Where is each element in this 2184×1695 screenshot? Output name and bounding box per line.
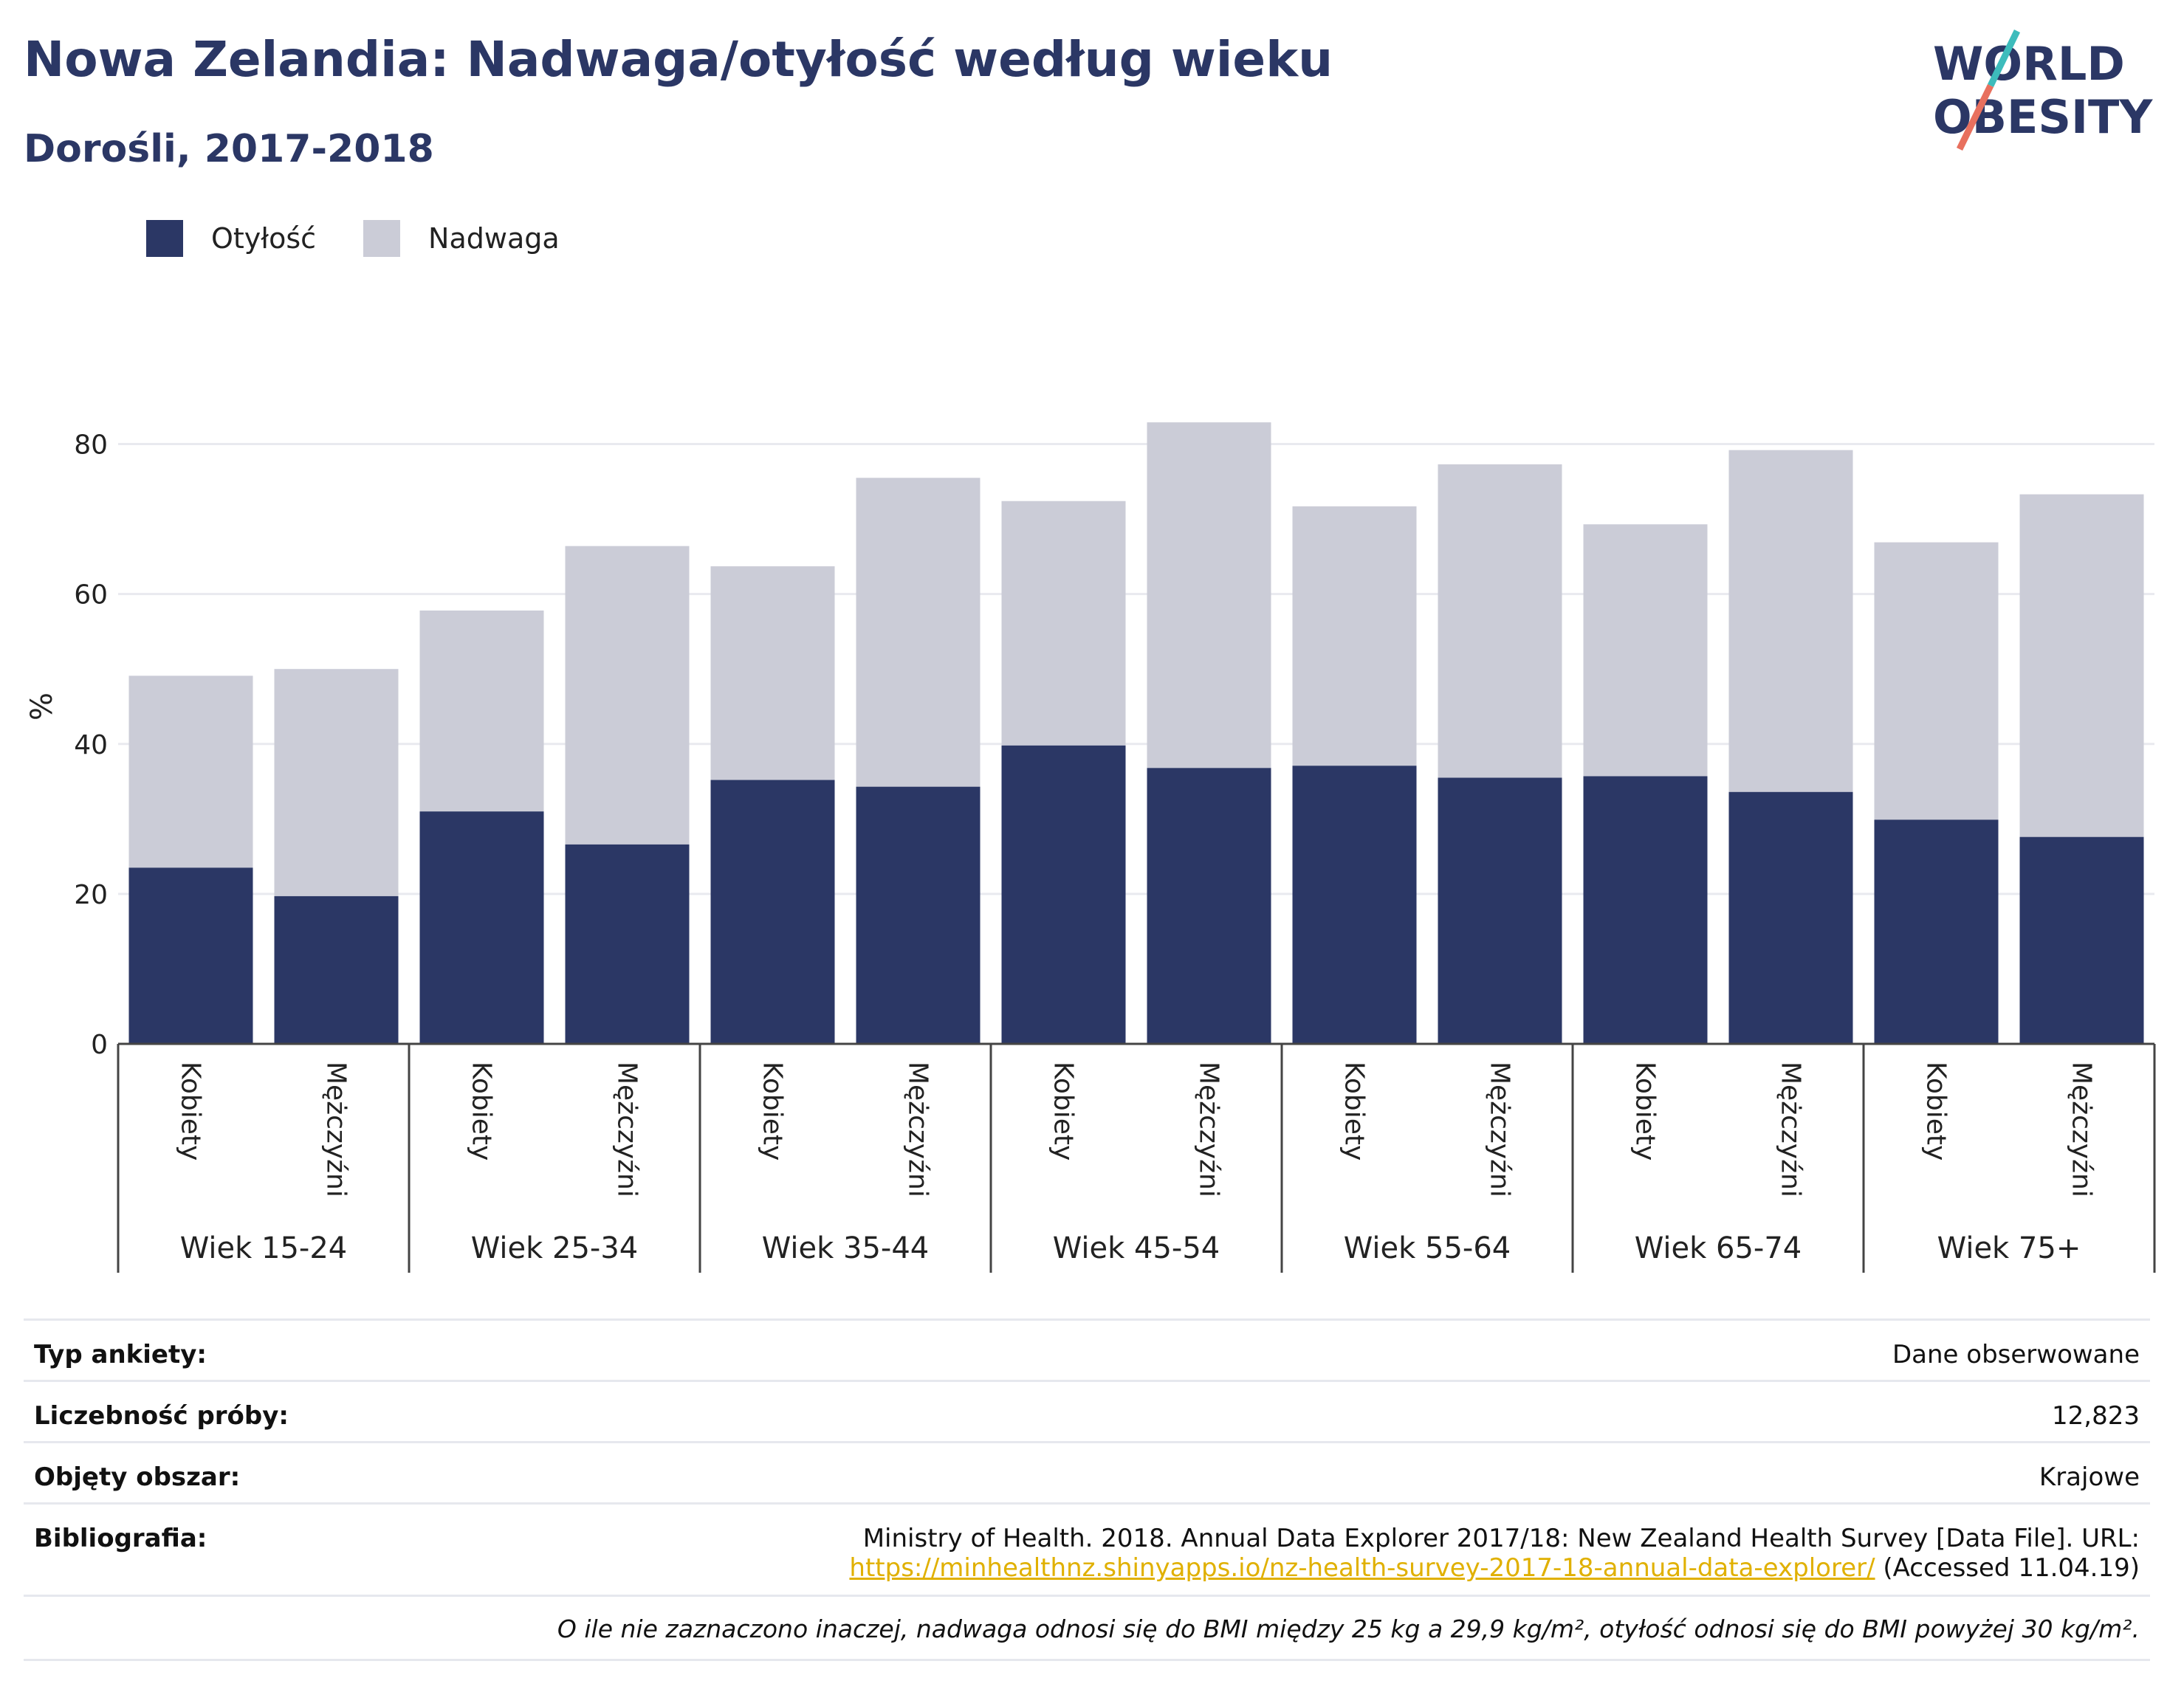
bibliography-label: Bibliografia: [34, 1524, 207, 1553]
x-group-label: Wiek 35-44 [762, 1231, 930, 1265]
info-row-survey-type: Typ ankiety: Dane obserwowane [24, 1318, 2150, 1380]
logo-coral-stroke [1956, 84, 1994, 151]
bar-overweight [1728, 450, 1853, 792]
y-tick-label: 60 [74, 580, 108, 611]
x-subcategory-label: Kobiety [1630, 1062, 1661, 1161]
x-subcategory-label: Kobiety [1048, 1062, 1079, 1161]
bar-overweight [1438, 464, 1562, 778]
bar-overweight [1001, 501, 1126, 746]
bar-obesity [1874, 819, 1999, 1044]
bar-overweight [1292, 506, 1417, 766]
x-subcategory-label: Mężczyźni [903, 1062, 933, 1197]
x-subcategory-label: Mężczyźni [612, 1062, 642, 1197]
legend-swatch-overweight [363, 220, 401, 257]
bar-obesity [128, 867, 253, 1044]
area-label: Objęty obszar: [34, 1462, 241, 1492]
legend-label-overweight: Nadwaga [428, 222, 560, 255]
bar-obesity [1438, 777, 1562, 1044]
survey-type-label: Typ ankiety: [34, 1340, 207, 1369]
bar-obesity [856, 786, 981, 1044]
x-subcategory-label: Kobiety [1921, 1062, 1951, 1161]
page-title: Nowa Zelandia: Nadwaga/otyłość według wi… [24, 31, 1333, 88]
world-obesity-logo: WORLD OBESITY [1933, 30, 2153, 151]
bar-obesity [1001, 745, 1126, 1044]
legend-swatch-obesity [146, 220, 183, 257]
bibliography-link[interactable]: https://minhealthnz.shinyapps.io/nz-heal… [849, 1553, 1875, 1583]
x-subcategory-label: Kobiety [467, 1062, 497, 1161]
x-subcategory-label: Kobiety [758, 1062, 788, 1161]
x-subcategory-label: Mężczyźni [1194, 1062, 1224, 1197]
page-subtitle: Dorośli, 2017-2018 [24, 127, 434, 171]
bibliography-text: Ministry of Health. 2018. Annual Data Ex… [862, 1524, 2140, 1553]
bar-overweight [128, 675, 253, 868]
x-subcategory-label: Mężczyźni [321, 1062, 351, 1197]
info-row-area: Objęty obszar: Krajowe [24, 1441, 2150, 1502]
x-subcategory-label: Mężczyźni [1485, 1062, 1515, 1197]
sample-size-label: Liczebność próby: [34, 1401, 289, 1431]
x-group-label: Wiek 55-64 [1344, 1231, 1511, 1265]
logo-teal-stroke [1987, 30, 2021, 87]
sample-size-value: 12,823 [2052, 1401, 2140, 1431]
x-group-label: Wiek 45-54 [1053, 1231, 1220, 1265]
bar-overweight [710, 566, 835, 780]
x-subcategory-label: Kobiety [176, 1062, 206, 1161]
area-value: Krajowe [2039, 1462, 2140, 1492]
y-tick-label: 40 [74, 730, 108, 760]
bibliography-accessed: (Accessed 11.04.19) [1883, 1553, 2140, 1583]
legend-label-obesity: Otyłość [211, 222, 317, 255]
x-group-label: Wiek 25-34 [471, 1231, 639, 1265]
bar-overweight [1874, 542, 1999, 820]
bar-overweight [1583, 524, 1708, 777]
bar-overweight [856, 478, 981, 787]
bar-overweight [1147, 422, 1271, 769]
x-group-label: Wiek 15-24 [180, 1231, 348, 1265]
footnote: O ile nie zaznaczono inaczej, nadwaga od… [24, 1595, 2150, 1661]
x-subcategory-label: Mężczyźni [2067, 1062, 2097, 1197]
bibliography-value: Ministry of Health. 2018. Annual Data Ex… [849, 1505, 2140, 1595]
chart-legend: Otyłość Nadwaga [146, 220, 607, 257]
bar-obesity [710, 780, 835, 1044]
x-subcategory-label: Mężczyźni [1776, 1062, 1806, 1197]
footnote-text: O ile nie zaznaczono inaczej, nadwaga od… [557, 1615, 2140, 1643]
logo-line-1: WORLD [1933, 37, 2125, 91]
bar-obesity [274, 895, 399, 1044]
bar-obesity [1147, 768, 1271, 1044]
y-axis-label: % [25, 692, 59, 721]
info-row-sample-size: Liczebność próby: 12,823 [24, 1380, 2150, 1441]
y-tick-label: 20 [74, 880, 108, 910]
survey-type-value: Dane obserwowane [1892, 1340, 2140, 1369]
y-tick-label: 80 [74, 430, 108, 461]
bar-overweight [419, 611, 544, 812]
bar-overweight [565, 546, 690, 845]
bar-overweight [2019, 494, 2144, 837]
x-group-label: Wiek 75+ [1937, 1231, 2081, 1265]
bar-overweight [274, 669, 399, 896]
bar-obesity [1292, 766, 1417, 1044]
y-tick-label: 0 [91, 1030, 108, 1060]
bar-obesity [419, 811, 544, 1044]
bar-obesity [2019, 836, 2144, 1044]
bar-obesity [565, 844, 690, 1044]
x-group-label: Wiek 65-74 [1635, 1231, 1802, 1265]
info-table: Typ ankiety: Dane obserwowane Liczebność… [24, 1318, 2150, 1661]
x-subcategory-label: Kobiety [1339, 1062, 1370, 1161]
stacked-bar-chart: 0 20 40 60 80% Kobiety Mężczyźni Kobiety Mężczyź… [25, 422, 2156, 1273]
info-row-bibliography: Bibliografia: Ministry of Health. 2018. … [24, 1502, 2150, 1595]
bar-obesity [1728, 791, 1853, 1044]
bar-obesity [1583, 776, 1708, 1044]
